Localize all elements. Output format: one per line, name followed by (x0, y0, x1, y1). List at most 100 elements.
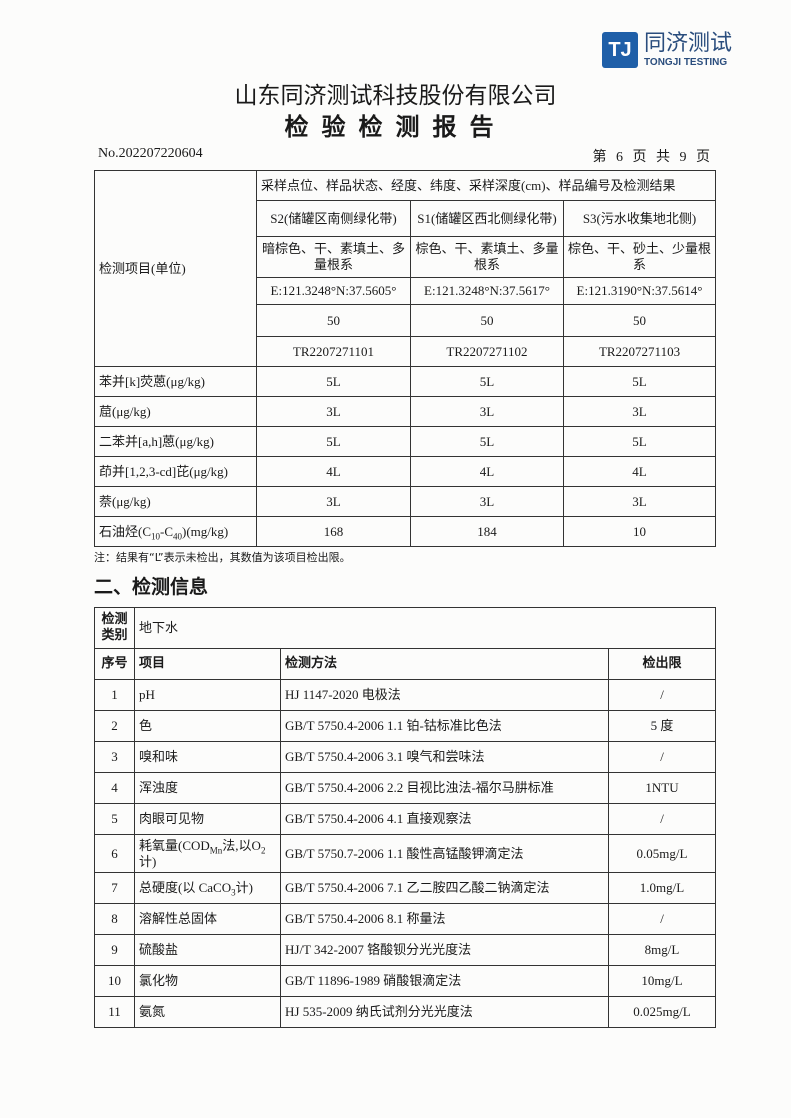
sample-id: TR2207271103 (562, 336, 717, 367)
method: GB/T 5750.4-2006 7.1 乙二胺四乙酸二钠滴定法 (280, 872, 609, 904)
company-name: 山东同济测试科技股份有限公司 (234, 83, 557, 108)
result-value: 3L (256, 396, 411, 427)
sample-site: S3(污水收集地北侧) (562, 200, 717, 237)
sample-site: S2(储罐区南侧绿化带) (256, 200, 411, 237)
item-label-part: 耗氧量(COD (139, 837, 210, 853)
table-row: 8 溶解性总固体 GB/T 5750.4-2006 8.1 称量法 / (94, 903, 717, 935)
sample-state: 暗棕色、干、素填土、多量根系 (256, 236, 411, 278)
category-value: 地下水 (133, 607, 717, 649)
category-label: 检测类别 (94, 607, 135, 649)
table-row: 萘(μg/kg) 3L 3L 3L (94, 486, 717, 517)
table-row: 2 色 GB/T 5750.4-2006 1.1 铂-钴标准比色法 5 度 (94, 710, 717, 742)
item-label-part: 浑浊度 (139, 780, 179, 796)
item-label-part: 石油烃(C (99, 523, 152, 539)
item-label-part: 计) (139, 853, 157, 869)
detection-limit: / (607, 741, 717, 773)
header-row-group: 检测项目(单位) 采样点位、样品状态、经度、纬度、采样深度(cm)、样品编号及检测… (94, 170, 717, 367)
detection-limit: 8mg/L (607, 934, 717, 966)
result-value: 3L (410, 396, 564, 427)
item-name: 石油烃(C10-C40)(mg/kg) (94, 516, 257, 547)
item-label-part: 二苯并[a,h]蒽(μg/kg) (99, 433, 214, 449)
item-name: 苯并[k]荧蒽(μg/kg) (94, 366, 257, 397)
result-value: 5L (410, 366, 564, 397)
item-name: 耗氧量(CODMn法,以O2 计) (134, 834, 281, 873)
item-name: 萘(μg/kg) (94, 486, 257, 517)
row-number: 5 (94, 803, 135, 835)
sample-state-row: 暗棕色、干、素填土、多量根系 棕色、干、素填土、多量根系 棕色、干、砂土、少量根系 (95, 236, 717, 278)
sample-depth-row: 50 50 50 (95, 304, 717, 337)
table-row: 䓛(μg/kg) 3L 3L 3L (94, 396, 717, 427)
result-value: 3L (562, 486, 717, 517)
sample-site-row: S2(储罐区南侧绿化带) S1(储罐区西北侧绿化带) S3(污水收集地北侧) (95, 200, 717, 237)
item-name: 氯化物 (134, 965, 281, 997)
sample-coord-row: E:121.3248°N:37.5605° E:121.3248°N:37.561… (95, 277, 717, 305)
row-number: 11 (94, 996, 135, 1028)
column-header: 检测方法 (280, 648, 609, 680)
sample-id-row: TR2207271101 TR2207271102 TR2207271103 (95, 336, 717, 367)
item-label-part: 计) (235, 880, 253, 896)
item-label-part: Mn (209, 845, 223, 856)
table-row: 11 氨氮 HJ 535-2009 纳氏试剂分光光度法 0.025mg/L (94, 996, 717, 1028)
sample-coord: E:121.3248°N:37.5617° (410, 277, 564, 305)
row-number: 7 (94, 872, 135, 904)
item-name: 溶解性总固体 (134, 903, 281, 935)
method: GB/T 5750.4-2006 2.2 目视比浊法-福尔马肼标准 (280, 772, 609, 804)
sample-state: 棕色、干、素填土、多量根系 (410, 236, 564, 278)
item-label-part: pH (139, 687, 155, 703)
row-number: 1 (94, 679, 135, 711)
sample-depth: 50 (410, 304, 564, 337)
item-name: 茚并[1,2,3-cd]芘(μg/kg) (94, 456, 257, 487)
row-number: 10 (94, 965, 135, 997)
sample-id: TR2207271102 (410, 336, 564, 367)
item-label-part: 䓛(μg/kg) (99, 403, 151, 419)
method: GB/T 5750.4-2006 1.1 铂-钴标准比色法 (280, 710, 609, 742)
item-name: 嗅和味 (134, 741, 281, 773)
category-row: 检测类别 地下水 (94, 607, 717, 649)
item-label-part: 3 (231, 887, 236, 898)
result-value: 5L (256, 426, 411, 457)
detection-limit: 10mg/L (607, 965, 717, 997)
table-row: 9 硫酸盐 HJ/T 342-2007 铬酸钡分光光度法 8mg/L (94, 934, 717, 966)
result-value: 5L (256, 366, 411, 397)
item-name: 色 (134, 710, 281, 742)
method: GB/T 5750.7-2006 1.1 酸性高锰酸钾滴定法 (280, 834, 609, 873)
result-value: 10 (562, 516, 717, 547)
detection-limit: / (607, 803, 717, 835)
column-header: 项目 (134, 648, 281, 680)
detection-limit: 0.05mg/L (607, 834, 717, 873)
item-label-part: 苯并[k]荧蒽(μg/kg) (99, 373, 205, 389)
row-number: 2 (94, 710, 135, 742)
sample-depth: 50 (562, 304, 717, 337)
group-header: 采样点位、样品状态、经度、纬度、采样深度(cm)、样品编号及检测结果 (255, 170, 717, 201)
item-name: pH (134, 679, 281, 711)
item-header: 检测项目(单位) (94, 170, 257, 367)
column-header-row: 序号 项目 检测方法 检出限 (94, 648, 717, 680)
result-value: 3L (410, 486, 564, 517)
item-label-part: 肉眼可见物 (139, 811, 205, 827)
item-label-part: 溶解性总固体 (139, 911, 218, 927)
detection-limit: / (607, 903, 717, 935)
row-number: 9 (94, 934, 135, 966)
table-row: 5 肉眼可见物 GB/T 5750.4-2006 4.1 直接观察法 / (94, 803, 717, 835)
item-name: 二苯并[a,h]蒽(μg/kg) (94, 426, 257, 457)
company-logo: TJ 同济测试 TONGJI TESTING (602, 32, 732, 68)
item-label-part: 总硬度(以 CaCO (139, 880, 232, 896)
sample-depth: 50 (256, 304, 411, 337)
report-title: 检验检测报告 (284, 113, 507, 141)
row-number: 6 (94, 834, 135, 873)
column-header: 检出限 (607, 648, 717, 680)
row-number: 8 (94, 903, 135, 935)
result-value: 168 (256, 516, 411, 547)
results-table: 检测项目(单位) 采样点位、样品状态、经度、纬度、采样深度(cm)、样品编号及检测… (94, 170, 717, 547)
item-label-part: -C (160, 523, 174, 539)
detection-limit: 5 度 (607, 710, 717, 742)
item-label-part: 嗅和味 (139, 749, 179, 765)
row-number: 4 (94, 772, 135, 804)
item-label-part: )(mg/kg) (182, 523, 229, 539)
item-label-part: 氨氮 (139, 1004, 166, 1020)
table-row: 苯并[k]荧蒽(μg/kg) 5L 5L 5L (94, 366, 717, 397)
method: GB/T 5750.4-2006 3.1 嗅气和尝味法 (280, 741, 609, 773)
logo-mark: TJ (602, 32, 638, 68)
sample-site: S1(储罐区西北侧绿化带) (410, 200, 564, 237)
